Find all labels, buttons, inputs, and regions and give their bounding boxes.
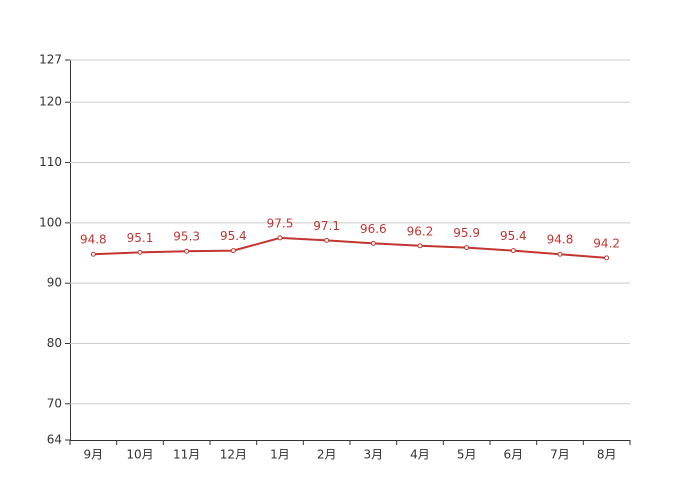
y-tick-label: 120 — [39, 95, 62, 109]
point — [557, 251, 563, 257]
y-tick-label: 70 — [47, 396, 62, 410]
x-tick-label: 3月 — [364, 448, 384, 462]
data-label: 95.9 — [453, 226, 480, 240]
point — [137, 249, 143, 255]
y-tick-label: 100 — [39, 215, 62, 229]
data-label: 96.2 — [407, 224, 434, 238]
point — [510, 248, 516, 254]
data-label: 94.8 — [547, 233, 574, 247]
data-label: 97.5 — [267, 216, 294, 230]
point — [230, 248, 236, 254]
data-label: 95.4 — [220, 229, 247, 243]
data-label: 94.8 — [80, 233, 107, 247]
y-tick-label: 110 — [39, 155, 62, 169]
x-tick-label: 7月 — [550, 448, 570, 462]
line — [93, 236, 607, 259]
point — [324, 237, 330, 243]
point — [464, 245, 470, 251]
y-tick-label: 64 — [47, 433, 62, 447]
data-label: 95.3 — [173, 230, 200, 244]
data-label: 94.2 — [593, 236, 620, 250]
x-tick-label: 6月 — [504, 448, 524, 462]
x-tick-label: 1月 — [270, 448, 290, 462]
x-tick-label: 8月 — [597, 448, 617, 462]
y-tick-label: 127 — [39, 53, 62, 67]
point — [370, 240, 376, 246]
x-tick-label: 5月 — [457, 448, 477, 462]
x-tick-label: 10月 — [126, 448, 153, 462]
y-tick-label: 90 — [47, 276, 62, 290]
point — [184, 248, 190, 254]
point — [277, 235, 283, 241]
x-tick-label: 11月 — [173, 448, 200, 462]
x-tick-label: 9月 — [84, 448, 104, 462]
y-tick-label: 80 — [47, 336, 62, 350]
point — [90, 251, 96, 257]
point — [417, 243, 423, 249]
point — [604, 255, 610, 261]
x-tick-label: 12月 — [220, 448, 247, 462]
x-tick-label: 4月 — [410, 448, 430, 462]
data-label: 95.4 — [500, 229, 527, 243]
data-label: 97.1 — [313, 219, 340, 233]
data-label: 95.1 — [127, 231, 154, 245]
x-tick-label: 2月 — [317, 448, 337, 462]
data-label: 96.6 — [360, 222, 387, 236]
